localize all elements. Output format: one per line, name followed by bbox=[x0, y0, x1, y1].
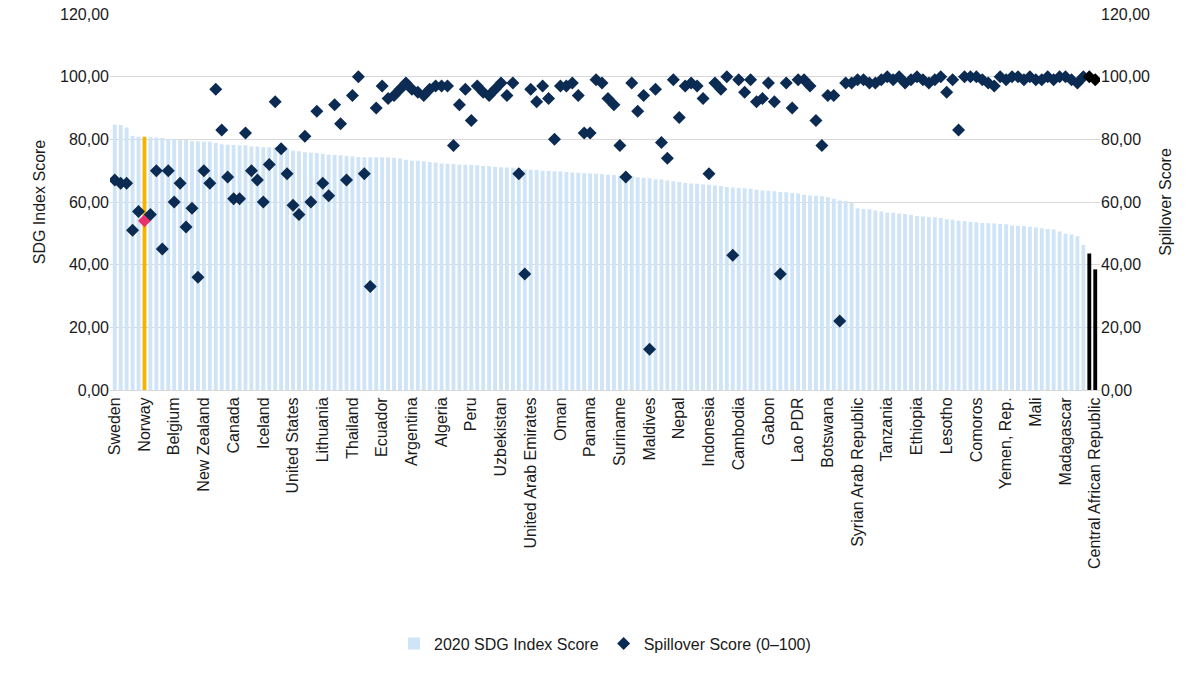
svg-text:New Zealand: New Zealand bbox=[195, 397, 212, 491]
svg-text:120,00: 120,00 bbox=[1101, 6, 1150, 23]
svg-text:Thailand: Thailand bbox=[344, 397, 361, 458]
svg-text:Nepal: Nepal bbox=[670, 397, 687, 439]
svg-text:Iceland: Iceland bbox=[255, 397, 272, 449]
svg-text:60,00: 60,00 bbox=[69, 194, 109, 211]
svg-text:80,00: 80,00 bbox=[69, 131, 109, 148]
svg-text:Lesotho: Lesotho bbox=[938, 397, 955, 454]
svg-text:Canada: Canada bbox=[225, 397, 242, 453]
svg-text:Spillover Score (0–100): Spillover Score (0–100) bbox=[644, 636, 811, 653]
svg-text:Mali: Mali bbox=[1027, 397, 1044, 426]
svg-text:Gabon: Gabon bbox=[760, 397, 777, 445]
svg-text:Suriname: Suriname bbox=[611, 397, 628, 466]
svg-text:Ecuador: Ecuador bbox=[373, 397, 390, 457]
svg-text:Belgium: Belgium bbox=[165, 397, 182, 455]
svg-text:Central African Republic: Central African Republic bbox=[1086, 397, 1103, 569]
svg-text:Oman: Oman bbox=[552, 397, 569, 441]
svg-text:100,00: 100,00 bbox=[1101, 68, 1150, 85]
svg-text:Maldives: Maldives bbox=[641, 397, 658, 460]
svg-text:Botswana: Botswana bbox=[819, 397, 836, 467]
svg-text:40,00: 40,00 bbox=[1101, 256, 1141, 273]
svg-text:2020 SDG Index Score: 2020 SDG Index Score bbox=[434, 636, 599, 653]
svg-text:Uzbekistan: Uzbekistan bbox=[492, 397, 509, 476]
svg-text:80,00: 80,00 bbox=[1101, 131, 1141, 148]
svg-text:Syrian Arab Republic: Syrian Arab Republic bbox=[849, 397, 866, 546]
svg-text:Argentina: Argentina bbox=[403, 397, 420, 466]
svg-text:Lithuania: Lithuania bbox=[314, 397, 331, 462]
svg-text:Lao PDR: Lao PDR bbox=[789, 397, 806, 462]
svg-text:United States: United States bbox=[284, 397, 301, 493]
svg-text:20,00: 20,00 bbox=[69, 319, 109, 336]
svg-text:120,00: 120,00 bbox=[60, 6, 109, 23]
svg-text:Cambodia: Cambodia bbox=[730, 397, 747, 470]
svg-text:Algeria: Algeria bbox=[433, 397, 450, 447]
svg-text:Spillover Score: Spillover Score bbox=[1157, 148, 1174, 256]
svg-text:0,00: 0,00 bbox=[78, 382, 109, 399]
svg-text:Tanzania: Tanzania bbox=[878, 397, 895, 461]
svg-text:40,00: 40,00 bbox=[69, 256, 109, 273]
svg-text:United Arab Emirates: United Arab Emirates bbox=[522, 397, 539, 548]
svg-text:SDG Index Score: SDG Index Score bbox=[31, 140, 48, 265]
svg-text:Peru: Peru bbox=[463, 397, 480, 431]
svg-text:100,00: 100,00 bbox=[60, 68, 109, 85]
svg-text:60,00: 60,00 bbox=[1101, 194, 1141, 211]
svg-text:Panama: Panama bbox=[581, 397, 598, 457]
svg-text:Madagascar: Madagascar bbox=[1057, 397, 1074, 486]
svg-text:20,00: 20,00 bbox=[1101, 319, 1141, 336]
svg-text:Yemen, Rep.: Yemen, Rep. bbox=[997, 397, 1014, 489]
svg-text:Norway: Norway bbox=[136, 397, 153, 451]
svg-text:Comoros: Comoros bbox=[968, 397, 985, 462]
svg-text:Ethiopia: Ethiopia bbox=[908, 397, 925, 455]
svg-text:Indonesia: Indonesia bbox=[700, 397, 717, 466]
svg-text:Sweden: Sweden bbox=[106, 397, 123, 455]
svg-text:0,00: 0,00 bbox=[1101, 382, 1132, 399]
